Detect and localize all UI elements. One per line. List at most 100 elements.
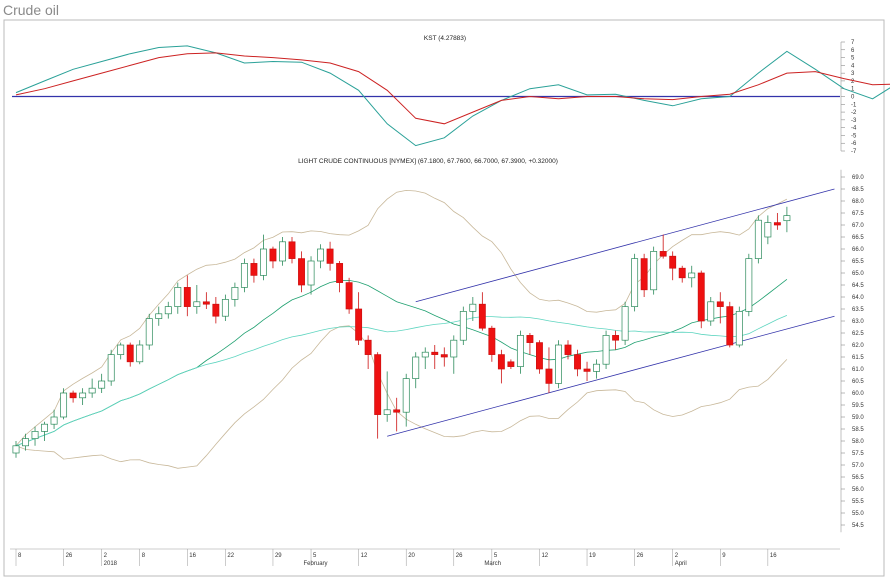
price-y-tick-label: 54.5: [852, 523, 864, 529]
candle-body: [631, 258, 639, 307]
candle-body: [773, 222, 781, 226]
price-y-tick-label: 62.5: [852, 331, 864, 337]
price-y-tick-label: 60.5: [852, 379, 864, 385]
candle-body: [659, 251, 667, 257]
candle: [260, 234, 267, 281]
candle: [688, 265, 696, 288]
x-tick-label: 16: [770, 553, 777, 559]
candle: [212, 297, 220, 324]
x-tick-label: 2: [675, 553, 679, 559]
candle-body: [88, 387, 96, 394]
x-tick-label: 26: [456, 553, 463, 559]
candle: [164, 301, 172, 319]
candle: [669, 251, 677, 281]
candle-body: [583, 368, 591, 372]
price-y-tick-label: 61.0: [852, 367, 864, 373]
price-y-tick-label: 69.0: [852, 175, 864, 181]
candle-body: [31, 431, 39, 439]
candle-body: [440, 354, 448, 358]
kst-y-tick-label: 2: [851, 79, 855, 85]
candle: [355, 292, 363, 345]
kst-y-tick-label: 5: [851, 56, 855, 62]
candle-body: [117, 344, 125, 355]
price-y-tick-label: 56.5: [852, 475, 864, 481]
price-y-tick-label: 56.0: [852, 487, 864, 493]
candle: [183, 275, 191, 317]
candle: [773, 213, 781, 230]
candle: [31, 426, 39, 446]
candle: [383, 371, 391, 422]
candle-body: [202, 301, 210, 305]
candle-body: [345, 282, 353, 310]
candle-body: [12, 445, 20, 454]
candle-body: [783, 215, 791, 222]
x-tick-label: 26: [66, 553, 73, 559]
candle-body: [183, 287, 191, 307]
price-y-tick-label: 57.5: [852, 451, 864, 457]
kst-y-tick-label: -5: [851, 133, 857, 139]
candle: [240, 258, 248, 293]
candle: [107, 349, 115, 386]
x-tick-label: 8: [18, 553, 22, 559]
x-tick-label: 29: [275, 553, 282, 559]
candle-body: [250, 263, 258, 276]
candle-body: [707, 301, 715, 322]
candle: [735, 306, 743, 348]
candle: [716, 292, 724, 324]
kst-y-tick-label: 3: [851, 71, 855, 77]
x-period-label: April: [675, 561, 687, 567]
candle-body: [612, 335, 620, 341]
x-tick-label: 22: [227, 553, 234, 559]
candle-body: [355, 308, 363, 341]
candle-body: [298, 258, 305, 286]
candle: [726, 301, 734, 348]
candle: [602, 330, 610, 369]
x-tick-label: 2: [104, 553, 108, 559]
price-y-tick-label: 64.0: [852, 295, 864, 301]
candle-body: [221, 299, 229, 317]
price-y-tick-label: 57.0: [852, 463, 864, 469]
x-period-label: February: [304, 561, 328, 567]
candle: [555, 340, 562, 389]
candle-body: [469, 303, 477, 312]
kst-y-tick-label: -4: [851, 126, 857, 132]
candle: [60, 388, 68, 420]
candle: [478, 292, 486, 331]
candle: [678, 265, 686, 283]
price-y-tick-label: 59.0: [852, 415, 864, 421]
x-tick-label: 20: [408, 553, 415, 559]
candle: [593, 359, 600, 379]
price-y-tick-label: 68.0: [852, 199, 864, 205]
candle: [516, 330, 524, 374]
candle-body: [507, 361, 515, 367]
candle-body: [650, 251, 658, 291]
kst-y-tick-label: -7: [851, 149, 857, 155]
channel-upper-line: [415, 188, 835, 303]
candle: [440, 347, 448, 367]
kst-series-line-0: [15, 45, 890, 147]
kst-series-line-1: [15, 52, 890, 125]
candle: [612, 330, 620, 350]
kst-panel: KST (4.27883) 7 6 54 3 2 1 0-1 -2 -3 -4-5 -6 -7: [12, 35, 890, 155]
candle-body: [555, 344, 562, 384]
price-y-tick-label: 67.0: [852, 223, 864, 229]
candle-body: [745, 258, 753, 312]
candle-body: [212, 303, 220, 317]
candle: [22, 433, 29, 451]
candle: [583, 361, 591, 381]
candle-body: [459, 311, 467, 341]
candle: [783, 206, 791, 233]
candle-body: [240, 263, 248, 288]
candle: [536, 340, 543, 374]
price-y-tick-label: 65.5: [852, 259, 864, 265]
candle: [631, 253, 639, 312]
candle: [374, 352, 382, 439]
candle-body: [621, 306, 629, 341]
candle-body: [716, 301, 724, 307]
x-tick-label: 5: [494, 553, 498, 559]
candle: [697, 270, 705, 329]
candle: [659, 234, 667, 259]
page-title: Crude oil: [3, 2, 60, 18]
bollinger-lower-line: [15, 325, 788, 469]
candle: [459, 306, 467, 345]
